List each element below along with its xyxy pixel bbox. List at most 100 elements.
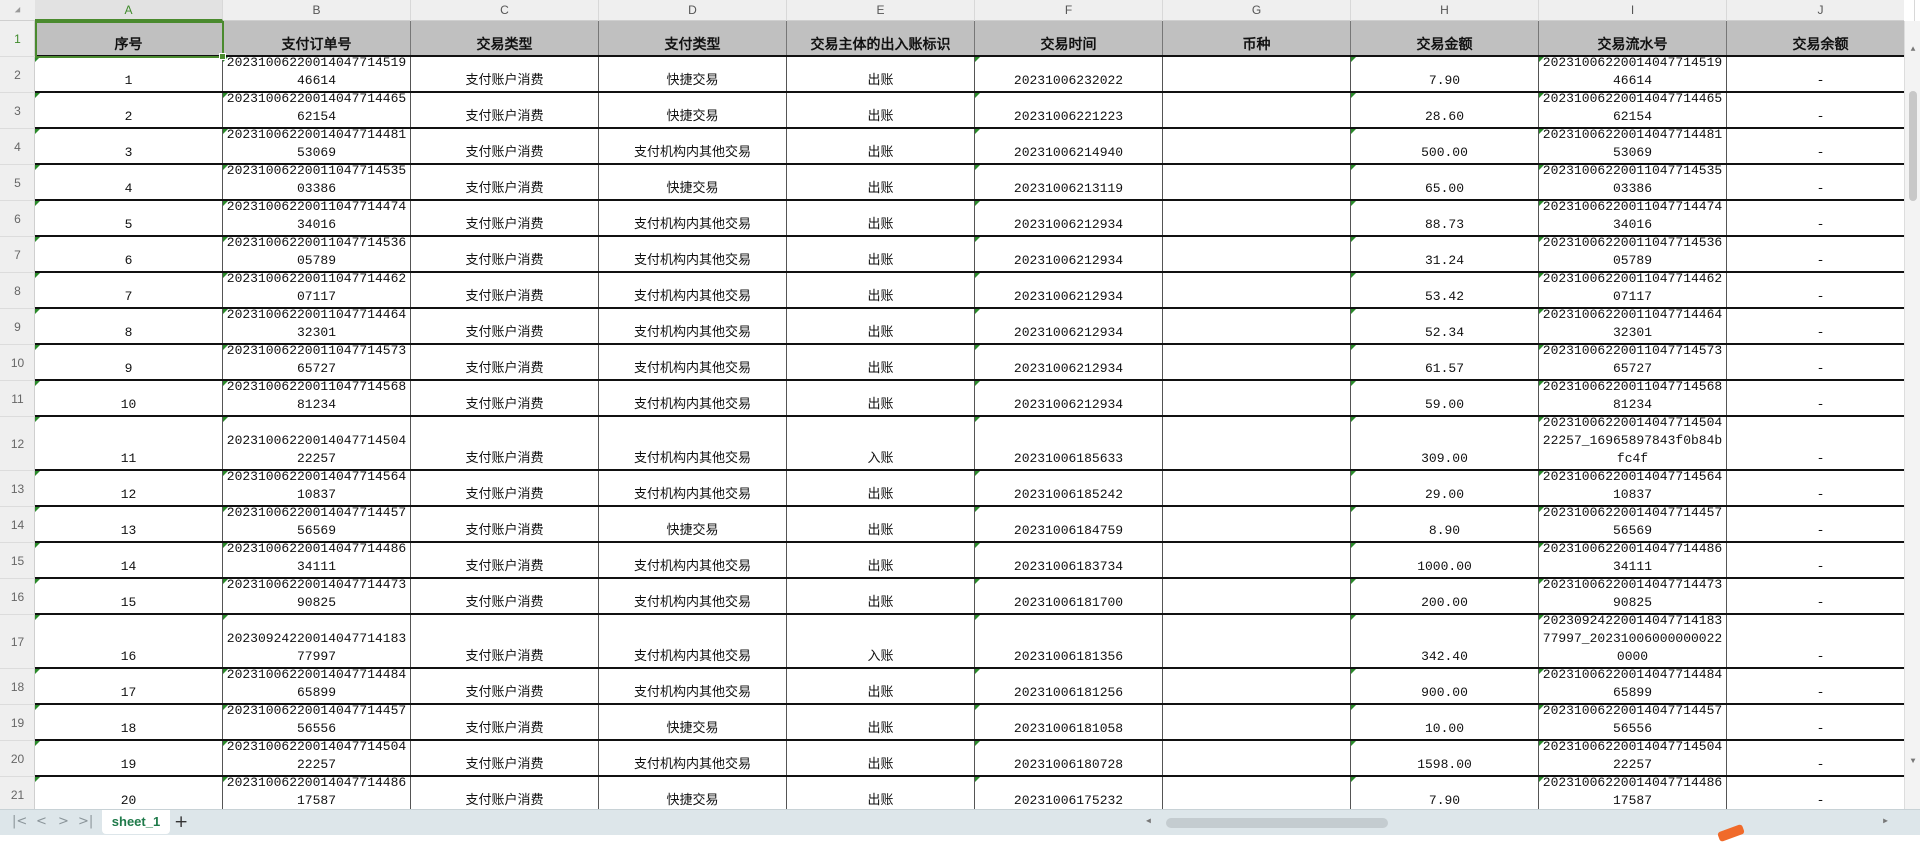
table-cell[interactable]: 支付账户消费 xyxy=(411,507,599,541)
table-cell[interactable]: 支付账户消费 xyxy=(411,615,599,667)
row-header-7[interactable]: 7 xyxy=(0,237,35,273)
table-cell[interactable]: 31.24 xyxy=(1351,237,1539,271)
column-header-a[interactable]: A xyxy=(35,0,223,21)
table-cell[interactable] xyxy=(1163,615,1351,667)
column-title[interactable]: 交易主体的出入账标识 xyxy=(787,21,975,55)
table-cell[interactable]: 8 xyxy=(35,309,223,343)
table-cell[interactable] xyxy=(1163,345,1351,379)
table-cell[interactable]: 202310062200140477145​6410837 xyxy=(223,469,411,505)
table-cell[interactable]: 15 xyxy=(35,579,223,613)
table-cell[interactable]: 入账 xyxy=(787,417,975,469)
table-cell[interactable] xyxy=(1163,381,1351,415)
table-cell[interactable]: 202310062200110477145​3605789 xyxy=(223,235,411,271)
table-cell[interactable]: 支付账户消费 xyxy=(411,471,599,505)
row-header-12[interactable]: 12 xyxy=(0,417,35,471)
column-header-i[interactable]: I xyxy=(1539,0,1727,21)
table-cell[interactable]: - xyxy=(1727,471,1904,505)
table-cell[interactable]: 支付机构内其他交易 xyxy=(599,417,787,469)
table-cell[interactable]: 500.00 xyxy=(1351,129,1539,163)
table-cell[interactable]: 7.90 xyxy=(1351,57,1539,91)
table-cell[interactable]: 出账 xyxy=(787,129,975,163)
table-cell[interactable] xyxy=(1163,309,1351,343)
table-cell[interactable]: 20231006185633 xyxy=(975,417,1163,469)
table-cell[interactable]: 53.42 xyxy=(1351,273,1539,307)
table-cell[interactable]: - xyxy=(1727,165,1904,199)
table-cell[interactable]: 出账 xyxy=(787,201,975,235)
row-header-13[interactable]: 13 xyxy=(0,471,35,507)
table-cell[interactable]: 202310062200140477145​0422257 xyxy=(1539,739,1727,775)
last-sheet-icon[interactable]: >| xyxy=(78,814,94,829)
column-header-g[interactable]: G xyxy=(1163,0,1351,21)
table-cell[interactable]: 20231006212934 xyxy=(975,201,1163,235)
table-cell[interactable]: 202310062200140477144​7390825 xyxy=(1539,577,1727,613)
table-cell[interactable]: 快捷交易 xyxy=(599,57,787,91)
table-cell[interactable]: 61.57 xyxy=(1351,345,1539,379)
table-cell[interactable]: 202310062200140477144​8634111 xyxy=(223,541,411,577)
table-cell[interactable]: 出账 xyxy=(787,471,975,505)
row-header-6[interactable]: 6 xyxy=(0,201,35,237)
table-cell[interactable]: - xyxy=(1727,507,1904,541)
row-header-11[interactable]: 11 xyxy=(0,381,35,417)
table-cell[interactable]: 出账 xyxy=(787,507,975,541)
table-cell[interactable]: 出账 xyxy=(787,57,975,91)
table-cell[interactable]: 出账 xyxy=(787,543,975,577)
table-cell[interactable]: 20231006212934 xyxy=(975,309,1163,343)
table-cell[interactable] xyxy=(1163,165,1351,199)
table-cell[interactable] xyxy=(1163,417,1351,469)
table-cell[interactable]: 支付账户消费 xyxy=(411,129,599,163)
column-title[interactable]: 交易时间 xyxy=(975,21,1163,55)
row-header-3[interactable]: 3 xyxy=(0,93,35,129)
scroll-right-icon[interactable]: ▶ xyxy=(1883,817,1888,826)
table-cell[interactable]: 支付账户消费 xyxy=(411,381,599,415)
table-cell[interactable]: 202310062200110477144​6432301 xyxy=(223,307,411,343)
table-cell[interactable]: 6 xyxy=(35,237,223,271)
table-cell[interactable]: 支付机构内其他交易 xyxy=(599,273,787,307)
table-cell[interactable]: 202310062200140477144​6562154 xyxy=(223,91,411,127)
add-sheet-button[interactable]: + xyxy=(174,812,189,832)
table-cell[interactable]: 20231006181256 xyxy=(975,669,1163,703)
table-cell[interactable]: 202310062200110477145​3605789 xyxy=(1539,235,1727,271)
table-cell[interactable]: 13 xyxy=(35,507,223,541)
table-cell[interactable]: 202310062200140477144​5756556 xyxy=(223,703,411,739)
table-cell[interactable] xyxy=(1163,507,1351,541)
table-cell[interactable]: 快捷交易 xyxy=(599,705,787,739)
table-cell[interactable]: 202310062200140477144​8465899 xyxy=(223,667,411,703)
table-cell[interactable]: 11 xyxy=(35,417,223,469)
table-cell[interactable]: - xyxy=(1727,345,1904,379)
row-header-18[interactable]: 18 xyxy=(0,669,35,705)
table-cell[interactable]: 支付账户消费 xyxy=(411,309,599,343)
next-sheet-icon[interactable]: > xyxy=(58,814,69,829)
select-all-button[interactable]: ◢ xyxy=(14,5,21,15)
row-header-4[interactable]: 4 xyxy=(0,129,35,165)
table-cell[interactable]: 29.00 xyxy=(1351,471,1539,505)
table-cell[interactable]: 支付机构内其他交易 xyxy=(599,345,787,379)
row-header-19[interactable]: 19 xyxy=(0,705,35,741)
table-cell[interactable]: 出账 xyxy=(787,165,975,199)
column-header-j[interactable]: J xyxy=(1727,0,1915,21)
row-header-17[interactable]: 17 xyxy=(0,615,35,669)
table-cell[interactable]: 支付机构内其他交易 xyxy=(599,471,787,505)
table-cell[interactable]: 8.90 xyxy=(1351,507,1539,541)
table-cell[interactable]: 支付机构内其他交易 xyxy=(599,669,787,703)
table-cell[interactable]: - xyxy=(1727,417,1904,469)
table-cell[interactable]: 20231006212934 xyxy=(975,381,1163,415)
table-cell[interactable]: 支付账户消费 xyxy=(411,237,599,271)
column-header-e[interactable]: E xyxy=(787,0,975,21)
first-sheet-icon[interactable]: |< xyxy=(12,814,28,829)
table-cell[interactable]: 支付账户消费 xyxy=(411,273,599,307)
table-cell[interactable]: 20231006175232 xyxy=(975,777,1163,809)
table-cell[interactable]: 支付账户消费 xyxy=(411,165,599,199)
table-cell[interactable]: 14 xyxy=(35,543,223,577)
table-cell[interactable]: 20231006183734 xyxy=(975,543,1163,577)
table-cell[interactable]: 支付账户消费 xyxy=(411,345,599,379)
table-cell[interactable]: 20231006181356 xyxy=(975,615,1163,667)
table-cell[interactable]: 7 xyxy=(35,273,223,307)
table-cell[interactable]: 支付账户消费 xyxy=(411,669,599,703)
table-cell[interactable]: 202310062200140477144​8153069 xyxy=(223,127,411,163)
vertical-scrollbar[interactable]: ▲ ▼ xyxy=(1904,21,1920,809)
row-header-16[interactable]: 16 xyxy=(0,579,35,615)
table-cell[interactable]: 支付机构内其他交易 xyxy=(599,129,787,163)
table-cell[interactable]: 202310062200140477144​5756556 xyxy=(1539,703,1727,739)
table-cell[interactable]: 20231006212934 xyxy=(975,237,1163,271)
table-cell[interactable]: - xyxy=(1727,309,1904,343)
